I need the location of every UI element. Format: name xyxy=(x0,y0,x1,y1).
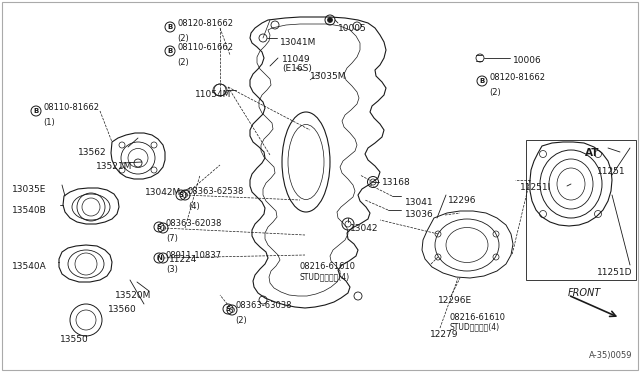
Text: 08216-61610: 08216-61610 xyxy=(300,262,356,271)
Text: B: B xyxy=(479,78,484,84)
Text: N: N xyxy=(156,255,162,261)
Text: (2): (2) xyxy=(489,88,500,97)
Text: 08363-62538: 08363-62538 xyxy=(188,187,244,196)
Text: 08911-10837: 08911-10837 xyxy=(166,250,222,260)
Text: S: S xyxy=(179,192,184,198)
Text: 13560: 13560 xyxy=(108,305,137,314)
Text: 13521M: 13521M xyxy=(96,162,132,171)
Text: S: S xyxy=(157,224,161,230)
Text: 08363-63038: 08363-63038 xyxy=(235,301,291,311)
Text: 11251I: 11251I xyxy=(520,183,551,192)
Text: 13540B: 13540B xyxy=(12,206,47,215)
Text: 13041: 13041 xyxy=(405,198,434,207)
Circle shape xyxy=(328,17,333,22)
Text: 08110-81662: 08110-81662 xyxy=(43,103,99,112)
Text: 12296: 12296 xyxy=(448,196,477,205)
Text: (E16S): (E16S) xyxy=(282,64,312,73)
Text: 13036: 13036 xyxy=(405,210,434,219)
Text: 10005: 10005 xyxy=(338,24,367,33)
Text: B: B xyxy=(168,48,173,54)
Text: 11054M: 11054M xyxy=(195,90,232,99)
Text: 13540A: 13540A xyxy=(12,262,47,271)
Text: (2): (2) xyxy=(177,58,189,67)
Text: 13041M: 13041M xyxy=(280,38,316,47)
Text: (2): (2) xyxy=(177,34,189,43)
Text: 10006: 10006 xyxy=(513,56,541,65)
Text: 11224: 11224 xyxy=(169,255,197,264)
Text: (7): (7) xyxy=(166,234,178,243)
Text: B: B xyxy=(168,24,173,30)
Text: 08363-62038: 08363-62038 xyxy=(166,219,222,228)
Text: 08216-61610: 08216-61610 xyxy=(450,313,506,322)
Text: 13035M: 13035M xyxy=(310,72,346,81)
Text: S: S xyxy=(225,306,230,312)
Text: STUDスタッド(4): STUDスタッド(4) xyxy=(450,322,500,331)
Text: STUDスタッド(4): STUDスタッド(4) xyxy=(300,272,350,281)
Text: 12279: 12279 xyxy=(430,330,458,339)
Text: (4): (4) xyxy=(188,202,200,211)
Text: 08120-81662: 08120-81662 xyxy=(489,74,545,83)
Text: 11049: 11049 xyxy=(282,55,310,64)
Text: (1): (1) xyxy=(43,118,55,127)
Text: 11251: 11251 xyxy=(597,167,626,176)
Text: (3): (3) xyxy=(166,265,178,274)
Text: 08110-61662: 08110-61662 xyxy=(177,44,233,52)
Text: (2): (2) xyxy=(235,316,247,325)
Text: 13550: 13550 xyxy=(60,335,89,344)
Text: 13520M: 13520M xyxy=(115,291,152,300)
Text: 13042: 13042 xyxy=(350,224,378,233)
Text: 13562: 13562 xyxy=(78,148,107,157)
Text: AT: AT xyxy=(585,148,600,158)
Text: A-35)0059: A-35)0059 xyxy=(589,351,632,360)
Text: FRONT: FRONT xyxy=(568,288,601,298)
Bar xyxy=(526,140,636,280)
Text: B: B xyxy=(33,108,38,114)
Text: 11251D: 11251D xyxy=(597,268,632,277)
Text: 08120-81662: 08120-81662 xyxy=(177,19,233,29)
Text: 12296E: 12296E xyxy=(438,296,472,305)
Text: 13035E: 13035E xyxy=(12,185,46,194)
Text: 13042M: 13042M xyxy=(145,188,181,197)
Text: 13168: 13168 xyxy=(382,178,411,187)
